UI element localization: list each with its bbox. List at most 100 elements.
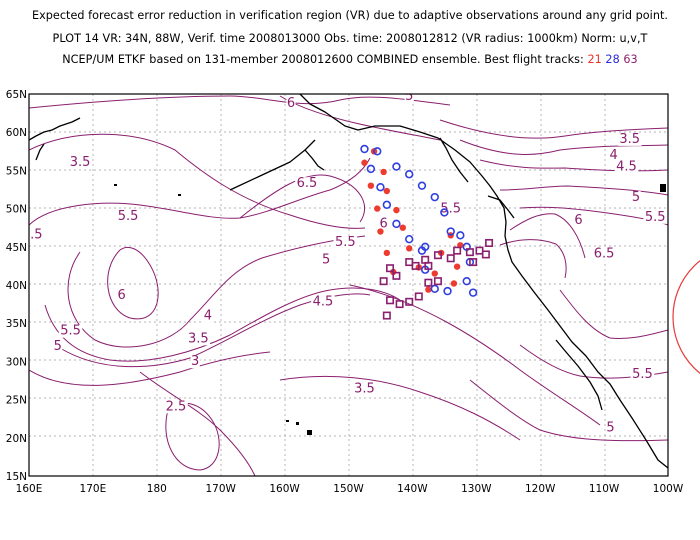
coast-kamchatka [29, 117, 81, 141]
track-28-point [443, 286, 452, 296]
flight-track-28 [360, 144, 478, 297]
contour-line-5-south [469, 379, 668, 442]
contour-label-bg [117, 288, 127, 302]
contour-label-bg [164, 400, 188, 414]
track-21-point [406, 245, 413, 252]
contour-label: 6 [574, 213, 582, 228]
contour-label: 5 [632, 190, 640, 205]
lon-label: 170W [205, 483, 236, 495]
contour-line-5-5-mid [67, 235, 366, 348]
lat-label: 15N [6, 471, 27, 483]
lon-label: 110W [589, 483, 620, 495]
contour-label-bg [352, 382, 377, 396]
contour-label-bg [53, 339, 63, 353]
contour-label-bg [68, 155, 92, 169]
contour-line-3 [139, 371, 256, 476]
contour-label: 6 [689, 334, 697, 349]
track-21-point [383, 249, 391, 257]
contour-label: 6 [287, 96, 295, 111]
track-c-label: 63 [623, 53, 638, 66]
coast-baja-california [555, 339, 603, 411]
track-21-point [380, 168, 387, 176]
track-28-point [430, 192, 439, 202]
contour-label-bg [58, 324, 83, 338]
track-63-point [481, 250, 490, 259]
contour-label: 5 [54, 339, 62, 354]
track-21-point [383, 187, 391, 195]
lon-label: 160E [16, 483, 43, 495]
title-line-2: PLOT 14 VR: 34N, 88W, Verif. time 200801… [52, 32, 648, 45]
contour-labels: 6 53.56.55.53.565.55.554.565.5543.532.53.… [29, 94, 698, 436]
track-21-point [431, 270, 438, 277]
title-line-3: NCEP/UM ETKF based on 131-member 2008012… [0, 53, 700, 67]
contour-label: 6 [380, 217, 388, 232]
contour-line-5-5-west [29, 157, 371, 226]
coast-alaska-panhandle [439, 137, 469, 183]
map-gridlines [29, 94, 668, 476]
contour-line-6-west [107, 246, 159, 320]
track-63-point [453, 246, 462, 255]
contour-line-5-east [499, 185, 668, 196]
contour-label-bg [286, 96, 296, 110]
contour-label-bg [643, 210, 668, 224]
contour-label: 4 [610, 148, 618, 163]
contour-line-6-5 [239, 174, 366, 223]
lon-label: 130W [461, 483, 492, 495]
contour-line-3-5-mid [29, 351, 271, 386]
contour-label: 5.5 [60, 324, 81, 339]
verification-region-circle [672, 260, 700, 374]
track-21-point [450, 280, 458, 287]
coast-kodiak [304, 149, 325, 171]
contour-label: 4 [204, 308, 212, 323]
track-21-point [377, 228, 384, 235]
contour-label-bg [617, 132, 642, 146]
contour-label-bg [379, 217, 389, 231]
map-frame [28, 93, 669, 477]
contour-line-4-5-south [349, 284, 601, 426]
contour-label: 3.5 [354, 382, 375, 397]
track-63-point [414, 292, 423, 301]
contour-label: 5.5 [440, 201, 461, 216]
lat-label: 55N [6, 165, 27, 177]
track-63-point [392, 271, 401, 280]
lat-label: 60N [6, 127, 27, 139]
contour-label: 3 [191, 354, 199, 369]
track-28-point [366, 164, 376, 174]
track-28-point [420, 242, 430, 252]
longitude-labels: 160E 170E 180 170W 160W 150W 140W 130W 120W 110W 1… [16, 483, 684, 495]
hawaii-island-3 [307, 430, 312, 435]
track-63-point [469, 258, 478, 267]
track-63-point [433, 251, 442, 260]
contour-label-bg [573, 213, 584, 227]
track-21-point [361, 159, 368, 166]
track-28-point [392, 162, 401, 171]
lat-label: 30N [6, 356, 27, 368]
contour-label: 6.5 [297, 176, 318, 191]
track-28-point [468, 288, 478, 297]
contour-label: 5.5 [632, 367, 653, 382]
contour-label-bg [321, 253, 331, 267]
contour-line-4-5 [44, 287, 401, 362]
track-28-point [430, 284, 439, 294]
lat-label: 65N [6, 89, 27, 101]
track-21-point [425, 286, 432, 293]
contour-label-bg [404, 94, 414, 104]
contour-label-bg [631, 190, 641, 204]
contour-label: 5.5 [645, 210, 666, 225]
contour-line-2-5 [165, 402, 220, 471]
track-63-point [446, 254, 455, 263]
contour-line-3-5-east [439, 119, 668, 139]
track-63-point [465, 248, 474, 257]
contour-label-bg [689, 335, 698, 348]
contour-label: 5 [606, 421, 614, 436]
track-28-point [456, 231, 465, 240]
coast-kamchatka-tip [35, 143, 45, 161]
contour-label-bg [29, 228, 44, 242]
track-63-point [485, 238, 494, 247]
track-63-point [382, 311, 391, 320]
track-21-point [399, 224, 407, 231]
contour-label-bg [605, 421, 616, 435]
track-28-point [376, 183, 385, 192]
track-28-point [405, 234, 414, 244]
lon-label: 100W [653, 483, 684, 495]
